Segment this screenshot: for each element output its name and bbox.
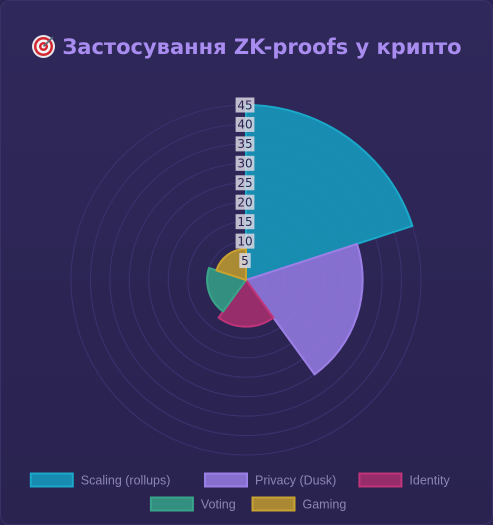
tick-label-bg-20 <box>235 194 255 210</box>
tick-label-25: 25 <box>237 176 252 190</box>
legend-label-privacy-dusk[interactable]: Privacy (Dusk) <box>255 474 336 488</box>
tick-label-30: 30 <box>237 157 252 171</box>
tick-label-45: 45 <box>237 98 252 112</box>
legend-label-gaming[interactable]: Gaming <box>303 498 347 512</box>
legend-swatch-scaling-rollups[interactable] <box>29 472 74 488</box>
sector-identity[interactable] <box>217 279 275 328</box>
legend-label-scaling-rollups[interactable]: Scaling (rollups) <box>81 474 171 488</box>
chart-title-text: Застосування ZK-proofs у крипто <box>62 35 462 59</box>
tick-label-bg-5 <box>239 253 251 269</box>
target-icon <box>31 34 56 59</box>
tick-label-bg-25 <box>235 175 255 191</box>
legend-swatch-privacy-dusk[interactable] <box>204 472 248 488</box>
tick-label-35: 35 <box>237 137 252 151</box>
legend-label-identity[interactable]: Identity <box>409 474 450 488</box>
legend-label-voting[interactable]: Voting <box>201 498 236 512</box>
tick-label-10: 10 <box>237 234 252 248</box>
tick-label-bg-10 <box>235 233 255 249</box>
tick-label-40: 40 <box>237 118 252 132</box>
legend-swatch-identity[interactable] <box>358 472 403 488</box>
sector-privacy-dusk[interactable] <box>245 242 364 376</box>
tick-label-bg-45 <box>235 97 255 113</box>
tick-label-15: 15 <box>237 215 252 229</box>
legend-swatch-voting[interactable] <box>149 496 194 512</box>
tick-label-bg-30 <box>235 155 255 171</box>
sector-scaling-rollups[interactable] <box>245 104 414 281</box>
sector-gaming[interactable] <box>215 247 247 281</box>
tick-label-bg-40 <box>235 116 255 132</box>
tick-label-5: 5 <box>241 254 249 268</box>
legend-swatch-gaming[interactable] <box>251 496 296 512</box>
tick-label-20: 20 <box>237 196 252 210</box>
tick-label-bg-15 <box>235 214 255 230</box>
tick-label-bg-35 <box>235 136 255 152</box>
chart-title: Застосування ZK-proofs у крипто <box>0 34 493 59</box>
sector-voting[interactable] <box>206 266 247 313</box>
